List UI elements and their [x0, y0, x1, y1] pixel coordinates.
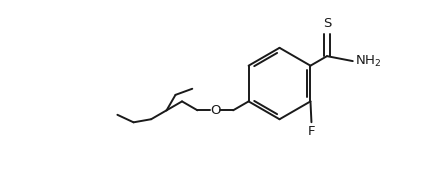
Text: O: O — [210, 104, 220, 117]
Text: F: F — [308, 125, 315, 138]
Text: S: S — [323, 17, 331, 30]
Text: NH$_2$: NH$_2$ — [355, 54, 381, 69]
